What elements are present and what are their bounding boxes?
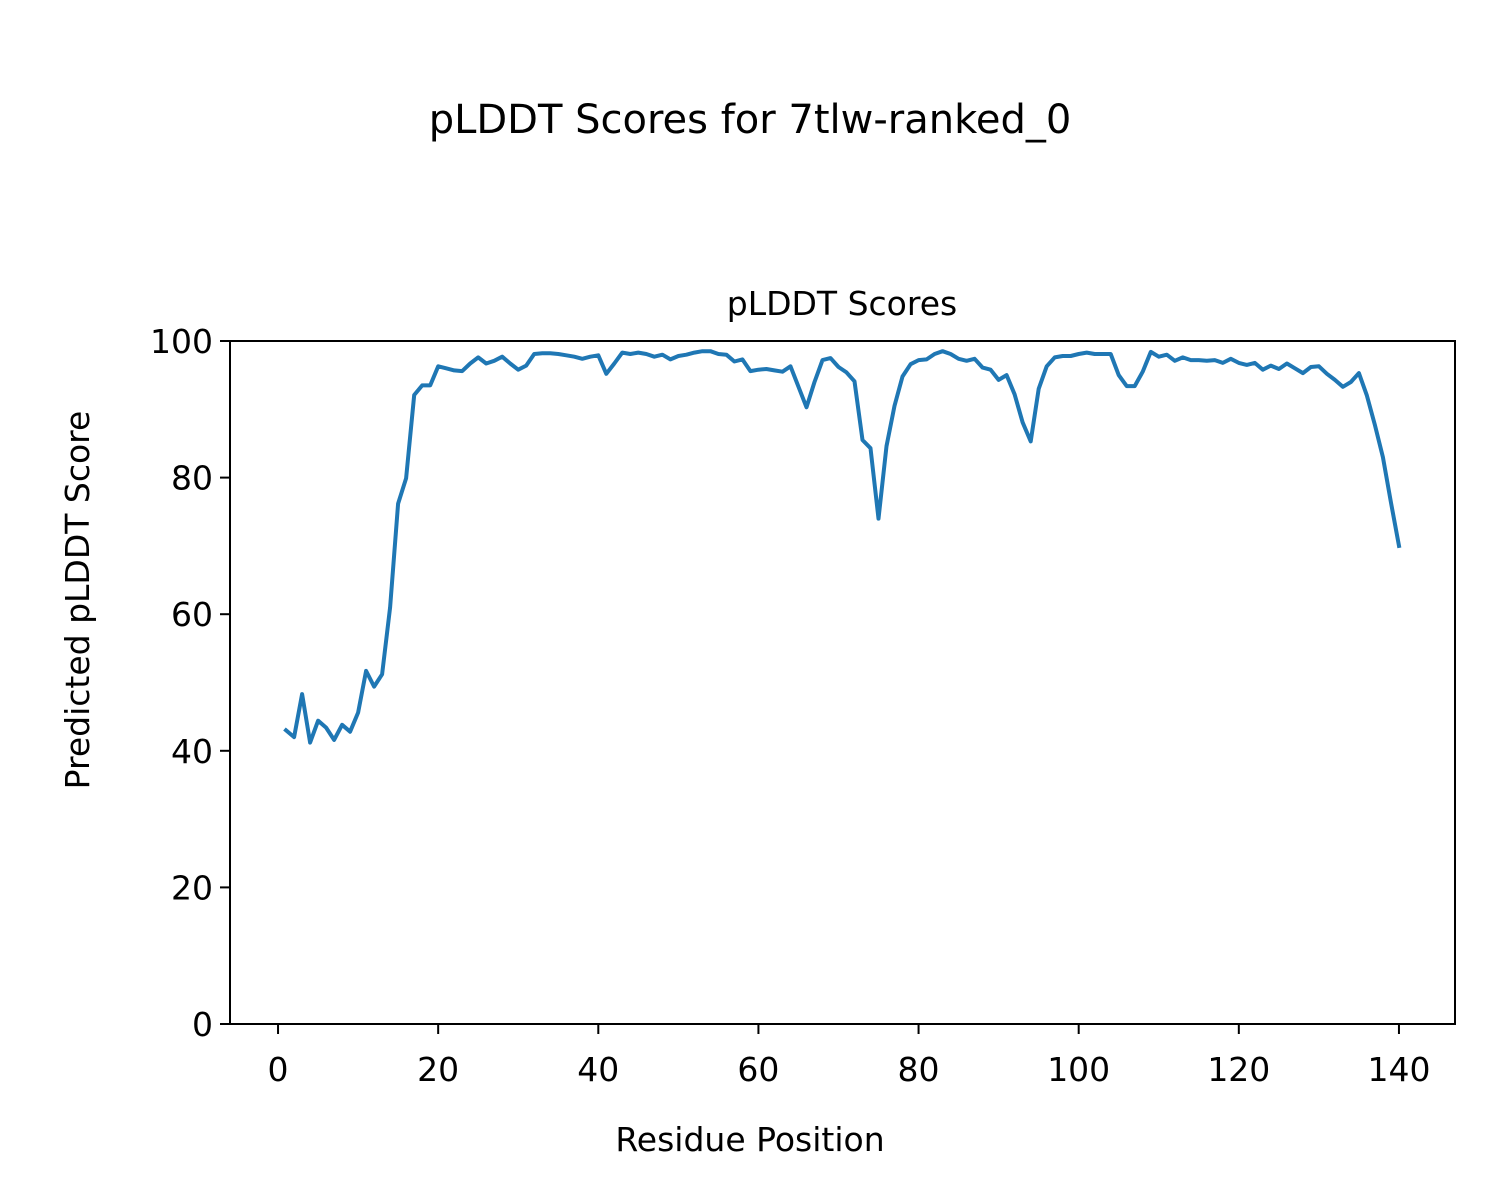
y-tick-label: 0 [192,1005,213,1044]
x-tick-label: 60 [737,1050,779,1089]
y-tick-label: 80 [171,459,213,498]
y-tick-label: 100 [150,322,213,361]
x-tick-label: 120 [1207,1050,1270,1089]
series-line [283,349,1402,745]
plot-area [283,349,1402,745]
x-tick-label: 20 [417,1050,459,1089]
axes-frame [229,340,1456,1025]
x-axis-ticks: 0 20 40 60 80 100 120 140 [268,1024,1430,1089]
figure-suptitle: pLDDT Scores for 7tlw-ranked_0 [429,97,1072,143]
y-axis-ticks: 0 20 40 60 80 100 [150,322,230,1044]
x-tick-label: 80 [898,1050,940,1089]
x-tick-label: 40 [577,1050,619,1089]
y-tick-label: 60 [171,595,213,634]
x-tick-label: 100 [1047,1050,1110,1089]
x-axis-label: Residue Position [615,1120,884,1159]
x-tick-label: 140 [1367,1050,1430,1089]
y-axis-label: Predicted pLDDT Score [58,411,97,790]
x-tick-label: 0 [268,1050,289,1089]
chart-title: pLDDT Scores [727,284,957,323]
y-tick-label: 40 [171,732,213,771]
y-tick-label: 20 [171,868,213,907]
